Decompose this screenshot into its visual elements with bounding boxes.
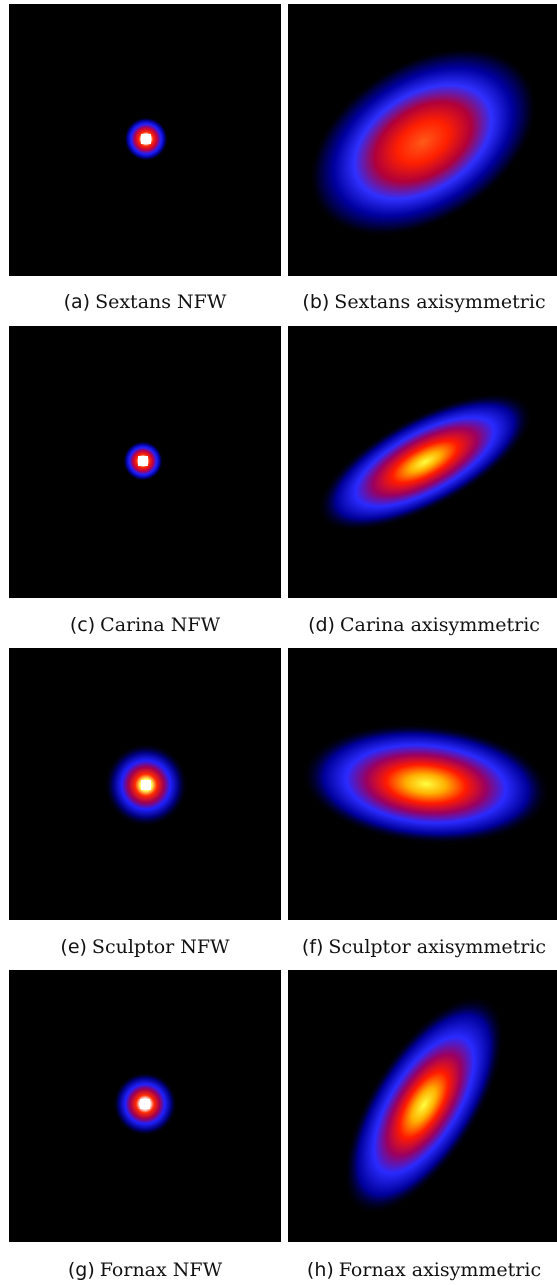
density-map-carina-nfw — [9, 326, 281, 598]
panel-sextans-nfw — [9, 4, 281, 276]
caption-h: (h) Fornax axisymmetric — [284, 1258, 557, 1282]
panel-sextans-axisymmetric — [288, 4, 557, 276]
density-blob — [316, 392, 534, 532]
density-map-sextans-nfw — [9, 4, 281, 276]
panel-carina-nfw — [9, 326, 281, 598]
caption-tag: (e) — [60, 936, 87, 958]
density-map-sculptor-nfw — [9, 648, 281, 920]
caption-f: (f) Sculptor axisymmetric — [284, 935, 557, 959]
caption-tag: (h) — [306, 1259, 334, 1281]
caption-d: (d) Carina axisymmetric — [284, 613, 557, 637]
panel-fornax-nfw — [9, 970, 281, 1242]
caption-g: (g) Fornax NFW — [5, 1258, 285, 1282]
caption-text: Fornax axisymmetric — [338, 1259, 542, 1281]
density-map-carina-axisymmetric — [288, 326, 557, 598]
density-blob — [301, 723, 551, 845]
caption-c: (c) Carina NFW — [5, 613, 285, 637]
panel-sculptor-axisymmetric — [288, 648, 557, 920]
density-peak — [141, 134, 151, 144]
caption-text: Carina NFW — [100, 614, 221, 636]
density-map-sextans-axisymmetric — [288, 4, 557, 276]
density-map-fornax-axisymmetric — [288, 970, 557, 1242]
caption-text: Sculptor axisymmetric — [328, 936, 547, 958]
caption-text: Sextans axisymmetric — [334, 291, 546, 313]
caption-text: Sextans NFW — [95, 291, 227, 313]
panel-sculptor-nfw — [9, 648, 281, 920]
panel-fornax-axisymmetric — [288, 970, 557, 1242]
caption-text: Sculptor NFW — [91, 936, 230, 958]
density-map-fornax-nfw — [9, 970, 281, 1242]
caption-tag: (c) — [69, 614, 96, 636]
density-peak — [138, 456, 148, 466]
density-peak — [140, 1099, 150, 1109]
caption-tag: (f) — [301, 936, 324, 958]
caption-text: Fornax NFW — [99, 1259, 223, 1281]
caption-text: Carina axisymmetric — [339, 614, 540, 636]
density-blob — [343, 995, 505, 1215]
caption-tag: (g) — [67, 1259, 95, 1281]
caption-tag: (a) — [63, 291, 91, 313]
caption-b: (b) Sextans axisymmetric — [284, 290, 557, 314]
density-blob — [308, 47, 538, 237]
caption-e: (e) Sculptor NFW — [5, 935, 285, 959]
density-peak — [141, 780, 151, 790]
caption-a: (a) Sextans NFW — [5, 290, 285, 314]
panel-carina-axisymmetric — [288, 326, 557, 598]
caption-tag: (d) — [308, 614, 335, 636]
caption-tag: (b) — [302, 291, 330, 313]
density-map-sculptor-axisymmetric — [288, 648, 557, 920]
